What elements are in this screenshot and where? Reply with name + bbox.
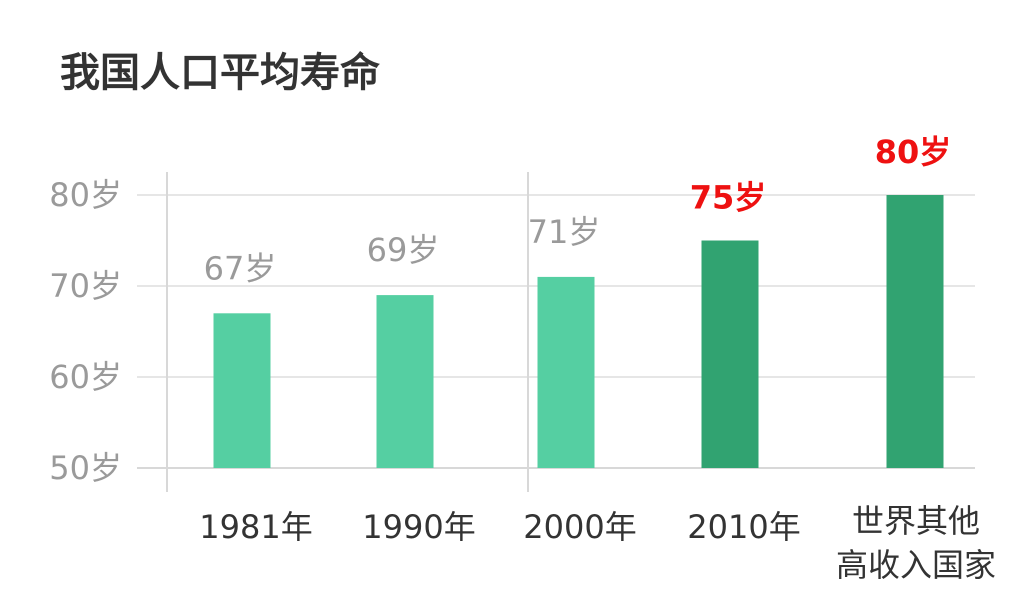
data-label-2: 69岁 xyxy=(367,231,440,269)
x-tick-label: 1981年 xyxy=(199,508,312,546)
y-axis-ticks: 50岁 60岁 70岁 80岁 xyxy=(49,176,122,487)
x-tick-label: 2010年 xyxy=(687,508,800,546)
y-tick-label: 80岁 xyxy=(49,176,122,214)
bar-3 xyxy=(537,276,595,468)
axes xyxy=(166,172,529,492)
x-tick-label: 世界其他高收入国家 xyxy=(836,502,996,584)
chart-title: 我国人口平均寿命 xyxy=(60,50,380,96)
data-labels: 67岁 69岁 71岁 75岁 80岁 xyxy=(204,133,952,287)
x-tick-label: 2000年 xyxy=(523,508,636,546)
x-axis-ticks: 1981年 1990年 2000年 2010年 世界其他高收入国家 xyxy=(199,502,996,584)
y-tick-label: 70岁 xyxy=(49,267,122,305)
x-tick-label: 1990年 xyxy=(362,508,475,546)
data-label-5: 80岁 xyxy=(875,133,952,171)
bars xyxy=(213,195,944,468)
data-label-4: 75岁 xyxy=(690,179,767,217)
bar-2 xyxy=(376,295,434,468)
bar-4 xyxy=(701,240,759,468)
data-label-1: 67岁 xyxy=(204,249,277,287)
bar-5 xyxy=(886,195,944,468)
data-label-3: 71岁 xyxy=(528,213,601,251)
y-tick-label: 50岁 xyxy=(49,449,122,487)
y-tick-label: 60岁 xyxy=(49,358,122,396)
bar-1 xyxy=(213,313,271,468)
